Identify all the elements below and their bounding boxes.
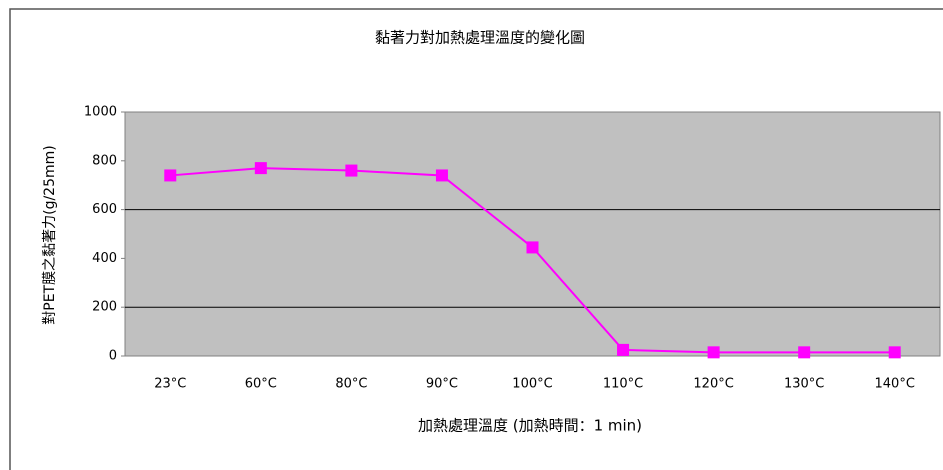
marker <box>345 164 358 177</box>
marker <box>617 343 630 356</box>
x-tick-label: 60°C <box>245 377 277 392</box>
marker <box>888 346 901 359</box>
y-tick-label: 400 <box>92 251 117 266</box>
marker <box>707 346 720 359</box>
chart-title: 黏著力對加熱處理溫度的變化圖 <box>375 29 585 47</box>
x-tick-label: 120°C <box>693 377 733 392</box>
x-tick-label: 100°C <box>512 377 552 392</box>
x-tick-label: 90°C <box>426 377 458 392</box>
marker <box>435 169 448 182</box>
plot-area <box>124 111 941 357</box>
frame <box>9 8 943 470</box>
y-tick-label: 1000 <box>84 105 117 120</box>
marker <box>164 169 177 182</box>
marker <box>254 162 267 175</box>
y-tick-label: 600 <box>92 202 117 217</box>
y-tick-label: 200 <box>92 300 117 315</box>
y-axis-label: 對PET膜之黏著力(g/25mm) <box>42 145 58 324</box>
x-tick-label: 130°C <box>784 377 824 392</box>
x-tick-label: 80°C <box>335 377 367 392</box>
marker <box>798 346 811 359</box>
x-tick-label: 23°C <box>154 377 186 392</box>
y-tick-label: 0 <box>109 349 117 364</box>
x-tick-label: 110°C <box>603 377 643 392</box>
x-tick-label: 140°C <box>875 377 915 392</box>
y-tick-label: 800 <box>92 153 117 168</box>
marker <box>526 241 539 254</box>
x-axis-label: 加熱處理溫度 (加熱時間：1 min) <box>418 417 642 435</box>
